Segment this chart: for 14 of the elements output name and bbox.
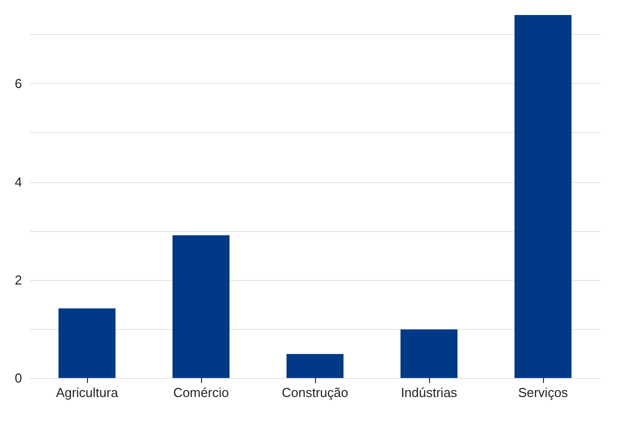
x-tick-label: Agricultura bbox=[56, 385, 119, 400]
x-tick-label: Indústrias bbox=[400, 385, 458, 400]
bar bbox=[400, 329, 458, 378]
bar bbox=[58, 308, 116, 378]
y-tick-label: 0 bbox=[14, 370, 22, 386]
x-tick-label: Comércio bbox=[173, 385, 229, 400]
y-tick-label: 2 bbox=[14, 272, 22, 288]
x-tick-label: Serviços bbox=[518, 385, 568, 400]
y-tick-label: 6 bbox=[14, 76, 22, 92]
x-tick-label: Construção bbox=[282, 385, 348, 400]
bar bbox=[172, 235, 230, 378]
bar bbox=[286, 354, 344, 378]
bar bbox=[514, 15, 572, 378]
y-tick-label: 4 bbox=[14, 174, 22, 190]
